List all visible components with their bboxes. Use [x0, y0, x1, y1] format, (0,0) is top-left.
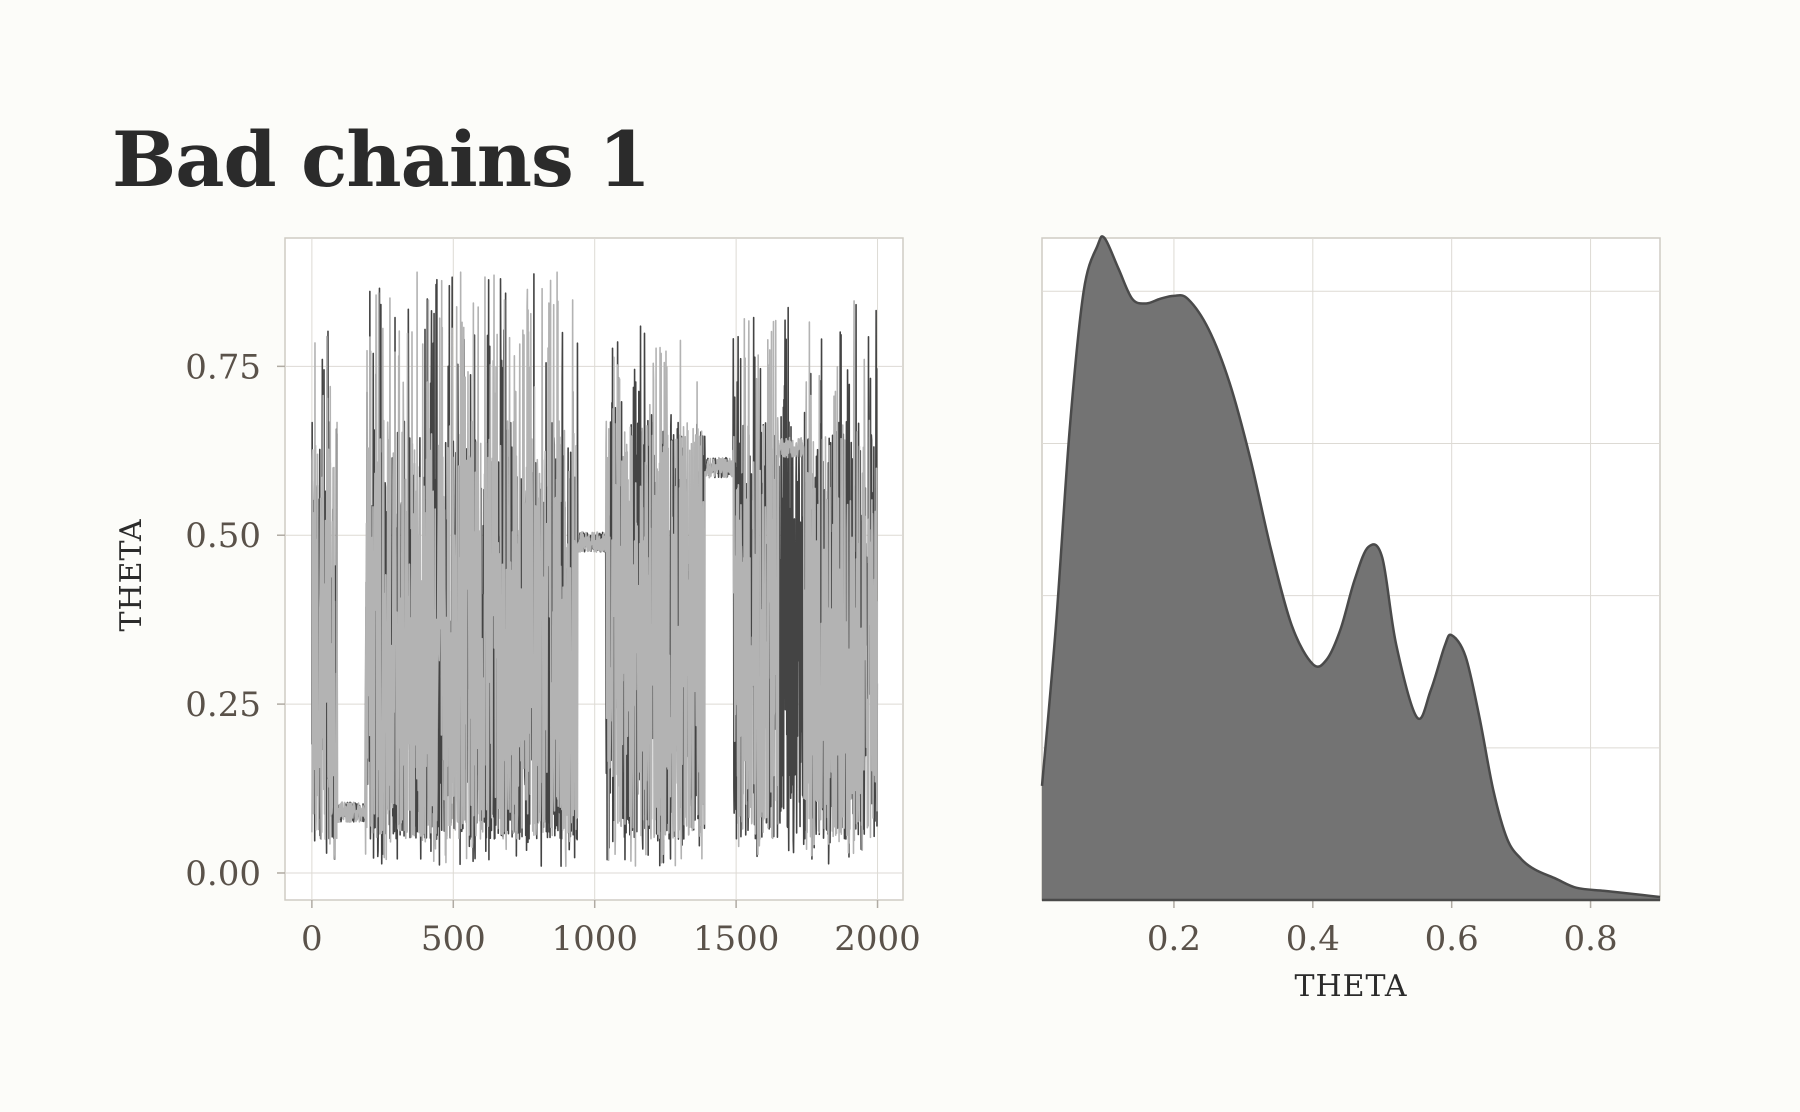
density-x-axis-title: THETA	[1294, 969, 1407, 1004]
density-x-tick-label: 0.4	[1286, 919, 1340, 959]
trace-x-tick-label: 1000	[551, 919, 638, 959]
trace-x-tick-label: 0	[301, 919, 323, 959]
density-plot: 0.2 0.4 0.6 0.8 THETA	[1040, 235, 1661, 1004]
trace-plot: 0 500 1000 1500 2000 0.00 0.25 0.50 0.75 THETA	[114, 237, 921, 959]
density-area	[1042, 236, 1660, 900]
density-line	[1040, 235, 1661, 899]
trace-x-tick-label: 1500	[693, 919, 780, 959]
density-x-tick-label: 0.2	[1147, 919, 1201, 959]
trace-y-axis-title: THETA	[114, 518, 149, 631]
density-x-tick-label: 0.8	[1564, 919, 1618, 959]
trace-y-tick-label: 0.75	[185, 347, 261, 387]
trace-y-tick-label: 0.25	[185, 685, 261, 725]
density-x-tick-label: 0.6	[1425, 919, 1479, 959]
trace-line-chain-2	[311, 271, 879, 867]
trace-y-tick-label: 0.50	[185, 516, 261, 556]
trace-x-tick-label: 500	[421, 919, 486, 959]
page-title: Bad chains 1	[112, 115, 651, 204]
trace-chains	[311, 271, 879, 867]
trace-x-tick-label: 2000	[834, 919, 921, 959]
trace-y-tick-label: 0.00	[185, 854, 261, 894]
